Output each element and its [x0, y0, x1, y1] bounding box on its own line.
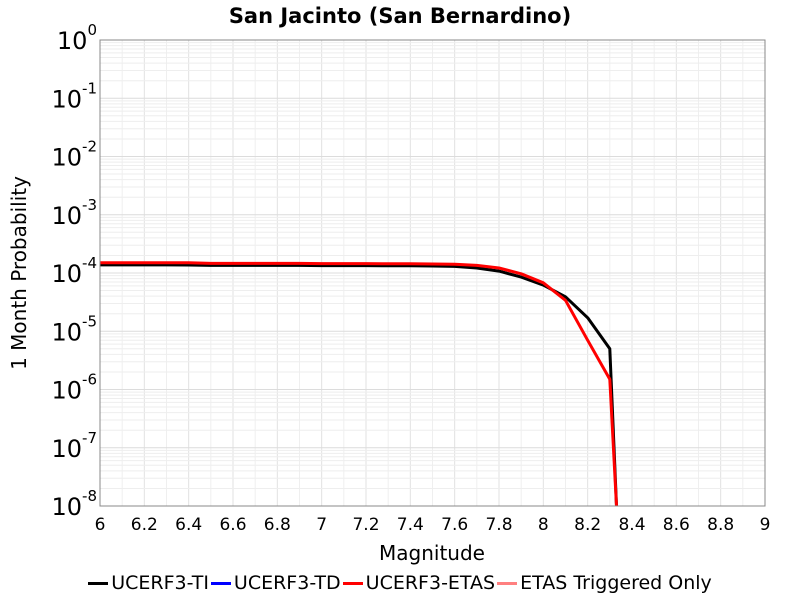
x-tick-label: 6.2: [131, 515, 158, 535]
legend-swatch: [342, 581, 363, 585]
y-tick-label: 10-5: [51, 312, 97, 346]
legend-label: UCERF3-TI: [111, 572, 209, 594]
y-tick-label: 10-7: [51, 429, 97, 463]
chart-title: San Jacinto (San Bernardino): [228, 4, 572, 28]
x-tick-label: 8.8: [707, 515, 734, 535]
y-tick-label: 10-4: [51, 254, 97, 288]
plot-area: [100, 261, 618, 506]
x-axis-label: Magnitude: [379, 541, 485, 565]
y-tick-label: 10-8: [51, 487, 97, 521]
x-tick-label: 7.2: [352, 515, 379, 535]
x-tick-label: 8.4: [618, 515, 645, 535]
legend-item: UCERF3-TD: [210, 572, 341, 594]
legend-label: UCERF3-ETAS: [365, 572, 496, 594]
x-tick-label: 8.2: [574, 515, 601, 535]
y-axis-label: 1 Month Probability: [7, 176, 31, 370]
legend-swatch: [88, 581, 109, 585]
x-ticks: 6 6.2 6.4 6.6 6.8 7 7.2 7.4 7.6 7.8 8 8.2 8.4 8.6 8.8 9: [95, 515, 771, 535]
x-tick-label: 9: [760, 515, 771, 535]
legend-item: UCERF3-TI: [88, 572, 209, 594]
y-tick-label: 10-1: [51, 79, 97, 113]
legend-item: ETAS Triggered Only: [497, 572, 712, 594]
series-line-ucerf3-ti: [100, 263, 618, 506]
grid: [99, 40, 766, 507]
y-tick-label: 10-2: [51, 138, 97, 172]
y-tick-label: 10-6: [51, 371, 97, 405]
x-tick-label: 6: [95, 515, 106, 535]
series-layer: [100, 261, 618, 506]
x-tick-label: 7.4: [397, 515, 424, 535]
x-tick-label: 7.6: [441, 515, 468, 535]
x-tick-label: 8.6: [663, 515, 690, 535]
y-ticks: 100 10-1 10-2 10-3 10-4 10-5 10-6 10-7 10-8: [51, 21, 97, 521]
y-tick-label: 10-3: [51, 196, 97, 230]
x-tick-label: 6.4: [175, 515, 202, 535]
legend-swatch: [497, 581, 518, 585]
y-tick-label: 100: [57, 21, 97, 55]
x-tick-label: 7: [316, 515, 327, 535]
legend-item: UCERF3-ETAS: [342, 572, 496, 594]
legend-label: UCERF3-TD: [233, 572, 341, 594]
x-tick-label: 7.8: [485, 515, 512, 535]
legend-swatch: [210, 581, 231, 585]
plot-frame: [99, 39, 766, 507]
series-line-ucerf3-etas: [100, 261, 618, 506]
legend-label: ETAS Triggered Only: [520, 572, 712, 594]
x-tick-label: 8: [538, 515, 549, 535]
x-tick-label: 6.6: [219, 515, 246, 535]
x-tick-label: 6.8: [264, 515, 291, 535]
legend: UCERF3-TI UCERF3-TD UCERF3-ETAS ETAS Trigge…: [0, 572, 800, 594]
